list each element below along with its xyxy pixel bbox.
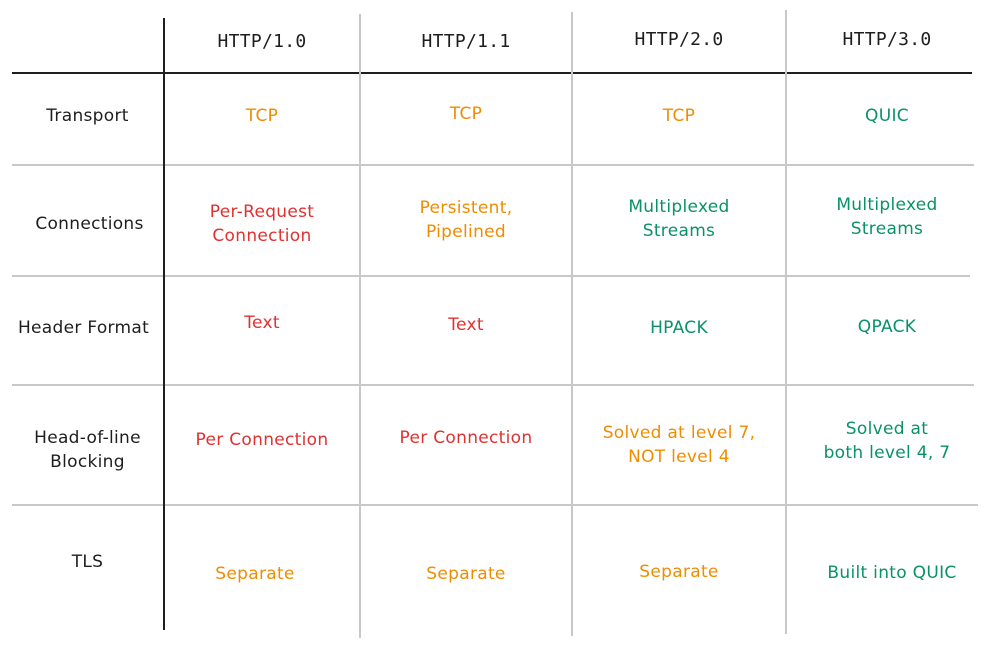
cell-header-format-http10: Text (244, 313, 280, 333)
cell-transport-http10: TCP (245, 106, 279, 126)
cell-transport-http11: TCP (449, 104, 483, 124)
cell-connections-http10: Per-Request Connection (209, 202, 315, 246)
cell-hol-http10: Per Connection (195, 430, 329, 450)
cell-hol-http30: Solved at both level 4, 7 (823, 419, 951, 463)
row-label-head-of-line-blocking: Head-of-line Blocking (34, 428, 141, 472)
column-header-http11: HTTP/1.1 (421, 31, 511, 52)
row-divider (12, 384, 974, 386)
row-divider (12, 164, 974, 166)
row-label-header-format: Header Format (17, 318, 150, 338)
cell-header-format-http20: HPACK (650, 318, 708, 338)
column-divider (571, 12, 573, 636)
column-header-http20: HTTP/2.0 (634, 29, 724, 50)
cell-connections-http20: Multiplexed Streams (628, 197, 730, 241)
label-column-divider (163, 18, 165, 630)
cell-tls-http11: Separate (426, 564, 506, 584)
row-label-tls: TLS (71, 552, 104, 572)
row-label-transport: Transport (46, 106, 129, 126)
row-divider (12, 275, 970, 277)
cell-connections-http11: Persistent, Pipelined (419, 198, 513, 242)
cell-connections-http30: Multiplexed Streams (836, 195, 938, 239)
cell-hol-http11: Per Connection (399, 428, 533, 448)
column-header-http10: HTTP/1.0 (217, 31, 307, 52)
row-divider (12, 504, 978, 506)
cell-tls-http30: Built into QUIC (827, 563, 957, 583)
column-header-http30: HTTP/3.0 (842, 29, 932, 50)
cell-transport-http30: QUIC (865, 106, 909, 126)
cell-tls-http20: Separate (639, 562, 719, 582)
cell-transport-http20: TCP (662, 106, 696, 126)
cell-header-format-http30: QPACK (857, 317, 917, 337)
column-divider (785, 10, 787, 634)
cell-header-format-http11: Text (448, 315, 484, 335)
cell-tls-http10: Separate (215, 564, 295, 584)
row-label-connections: Connections (35, 214, 144, 234)
cell-hol-http20: Solved at level 7, NOT level 4 (602, 423, 756, 467)
header-divider (12, 72, 972, 74)
column-divider (359, 14, 361, 638)
